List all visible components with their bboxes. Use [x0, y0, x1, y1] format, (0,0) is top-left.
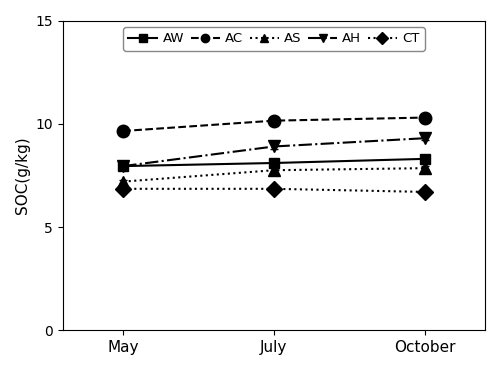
Y-axis label: SOC(g/kg): SOC(g/kg) [15, 137, 30, 214]
Legend: AW, AC, AS, AH, CT: AW, AC, AS, AH, CT [123, 27, 425, 51]
